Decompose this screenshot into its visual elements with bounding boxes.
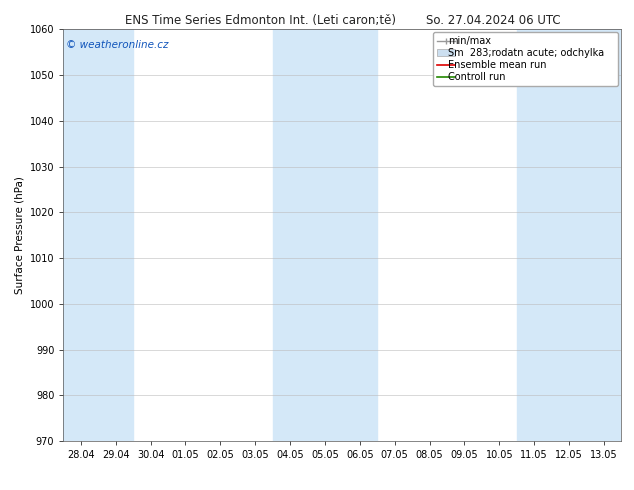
Bar [307, 29, 342, 441]
Title: ENS Time Series Edmonton Int. (Leti caron;tě)        So. 27.04.2024 06 UTC: ENS Time Series Edmonton Int. (Leti caro… [124, 14, 560, 27]
Bar [517, 29, 552, 441]
Y-axis label: Surface Pressure (hPa): Surface Pressure (hPa) [14, 176, 24, 294]
Bar [552, 29, 586, 441]
Bar [98, 29, 133, 441]
Bar [586, 29, 621, 441]
Text: © weatheronline.cz: © weatheronline.cz [66, 40, 169, 49]
Bar [63, 29, 98, 441]
Legend: min/max, Sm  283;rodatn acute; odchylka, Ensemble mean run, Controll run: min/max, Sm 283;rodatn acute; odchylka, … [433, 32, 618, 86]
Bar [273, 29, 307, 441]
Bar [342, 29, 377, 441]
